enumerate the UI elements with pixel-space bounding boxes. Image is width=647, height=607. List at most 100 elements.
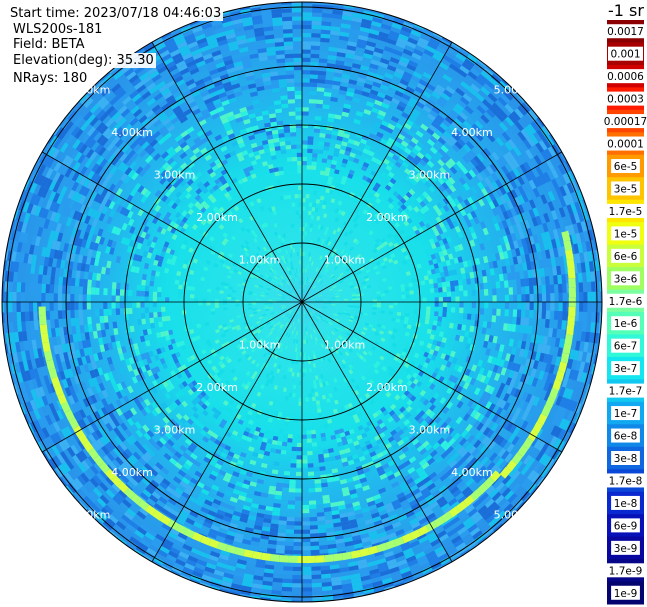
range-gate-cell [290,261,293,266]
range-gate-cell [76,262,82,271]
range-gate-cell [421,461,430,470]
range-gate-cell [285,332,289,337]
range-gate-cell [286,293,291,297]
range-gate-cell [359,341,365,347]
range-gate-cell [143,462,153,472]
range-gate-cell [138,380,145,388]
range-gate-cell [150,401,158,410]
range-gate-cell [348,156,355,162]
range-gate-cell [368,67,378,74]
range-gate-cell [120,422,128,432]
range-gate-cell [420,472,429,481]
range-gate-cell [196,82,207,90]
range-gate-cell [357,38,368,45]
range-gate-cell [424,443,433,452]
range-gate-cell [470,511,481,521]
range-gate-cell [477,397,485,406]
range-gate-cell [409,517,419,526]
range-gate-cell [323,141,331,147]
range-gate-cell [82,397,90,408]
range-gate-cell [291,287,295,292]
range-gate-cell [529,302,534,311]
range-gate-cell [144,232,151,240]
range-gate-cell [101,197,109,206]
range-gate-cell [353,316,359,321]
range-gate-cell [185,168,193,176]
range-gate-cell [104,443,113,453]
range-gate-cell [264,564,275,570]
range-gate-cell [163,154,172,162]
range-gate-cell [514,460,523,471]
range-gate-cell [429,135,438,144]
range-gate-cell [266,547,277,554]
range-gate-cell [457,138,466,147]
range-gate-cell [405,41,417,49]
range-gate-cell [559,236,566,247]
range-gate-cell [437,148,446,157]
range-gate-cell [300,251,302,257]
range-gate-cell [428,411,436,419]
range-gate-cell [238,495,247,502]
range-gate-cell [154,254,161,261]
range-gate-cell [194,56,205,64]
range-gate-cell [279,516,287,521]
range-gate-cell [462,93,473,103]
range-gate-cell [30,204,38,216]
range-gate-cell [136,510,147,520]
range-gate-cell [457,323,463,331]
range-gate-cell [312,595,323,600]
range-gate-cell [321,394,327,400]
range-gate-cell [241,337,247,342]
range-gate-cell [407,466,416,475]
range-gate-cell [434,545,445,555]
range-gate-cell [272,21,283,27]
range-gate-cell [533,438,543,449]
range-gate-cell [562,184,571,196]
range-gate-cell [294,273,297,278]
range-gate-cell [134,348,141,356]
range-gate-cell [258,51,268,58]
range-gate-cell [196,559,208,567]
range-gate-cell [384,94,393,102]
range-gate-cell [289,244,293,249]
range-gate-cell [319,544,328,550]
range-gate-cell [291,265,294,270]
range-gate-cell [555,187,563,199]
range-gate-cell [268,539,277,545]
range-gate-cell [351,63,362,70]
range-gate-cell [216,87,226,95]
range-gate-cell [123,511,134,521]
range-gate-cell [537,440,546,452]
range-gate-cell [426,328,432,335]
range-gate-cell [182,239,189,246]
range-gate-cell [332,285,337,289]
range-gate-cell [225,63,235,70]
range-gate-cell [381,425,388,433]
range-gate-cell [187,445,195,453]
range-gate-cell [136,290,141,297]
range-gate-cell [399,78,410,87]
range-gate-cell [317,524,326,530]
range-gate-cell [538,335,544,345]
range-gate-cell [474,533,486,544]
range-gate-cell [214,302,219,306]
range-gate-cell [221,117,230,125]
range-gate-cell [77,440,86,451]
range-gate-cell [122,411,131,421]
range-gate-cell [370,59,381,66]
range-gate-cell [115,227,122,236]
range-gate-cell [519,324,525,334]
range-gate-cell [397,133,406,141]
range-gate-cell [325,240,330,245]
range-gate-cell [478,367,485,375]
range-gate-cell [282,374,287,380]
range-gate-cell [337,312,343,315]
range-gate-cell [177,288,183,294]
range-gate-cell [124,495,135,505]
range-gate-cell [140,129,150,139]
range-gate-cell [380,238,387,244]
range-gate-cell [436,340,442,347]
range-gate-cell [465,504,475,515]
range-gate-cell [65,459,75,470]
range-gate-cell [177,532,188,541]
